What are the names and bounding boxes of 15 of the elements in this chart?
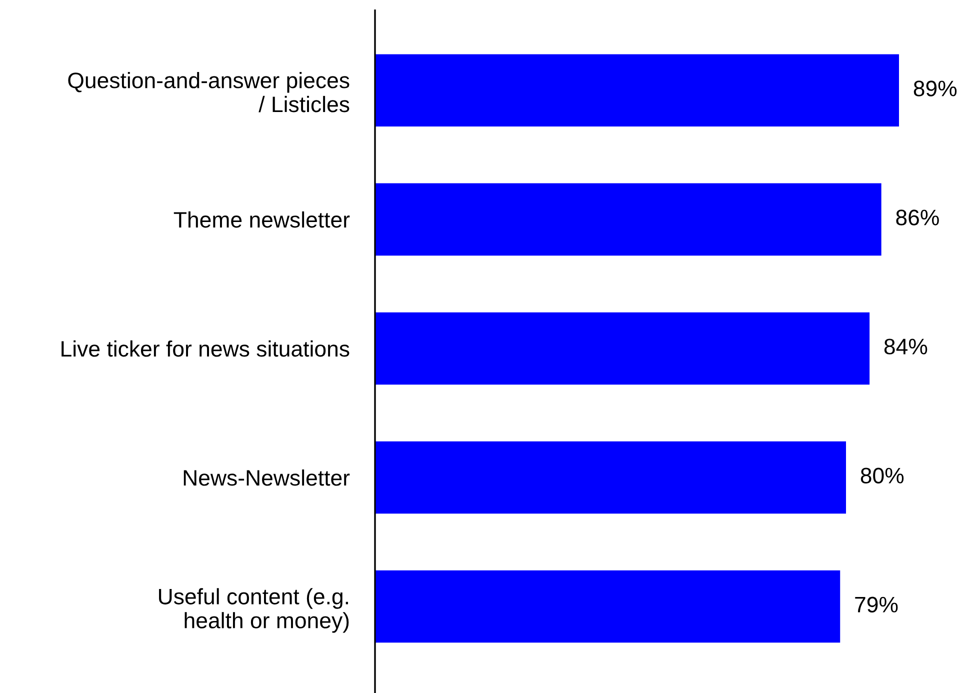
data-label: 79%: [855, 596, 898, 613]
bar: [375, 570, 840, 643]
data-label: 80%: [860, 468, 904, 484]
y-tick-label: Useful content (e.g. health or money): [159, 588, 349, 633]
y-tick-label: News-Newsletter: [184, 469, 350, 486]
data-label: 84%: [884, 338, 928, 354]
bar: [375, 312, 870, 385]
data-label: 89%: [914, 80, 957, 96]
bar: [375, 54, 899, 127]
y-tick-label: Theme newsletter: [174, 211, 350, 228]
data-label: 86%: [896, 210, 939, 226]
y-tick-label: Question-and-answer pieces / Listicles: [68, 72, 350, 112]
y-tick-label: Live ticker for news situations: [62, 340, 350, 357]
bar: [375, 441, 846, 514]
bar: [375, 183, 882, 256]
